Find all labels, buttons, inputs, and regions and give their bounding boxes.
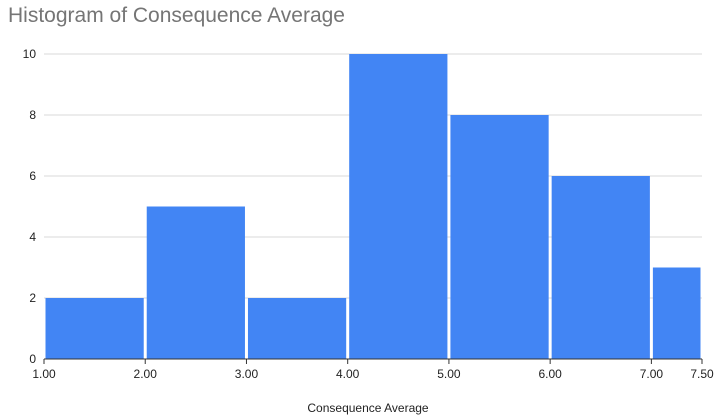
x-tick-label-4.00: 4.00 [336, 367, 360, 381]
axes [43, 358, 703, 364]
x-axis-title: Consequence Average [307, 401, 429, 415]
bars [45, 54, 701, 359]
y-tick-label-2: 2 [29, 291, 36, 305]
x-tick-label-7.00: 7.00 [640, 367, 664, 381]
y-tick-label-8: 8 [29, 108, 36, 122]
bar-7.00-7.50 [652, 267, 701, 359]
x-tick-label-1.00: 1.00 [32, 367, 56, 381]
bar-3.00-4.00 [247, 298, 347, 359]
bar-4.00-5.00 [349, 54, 448, 359]
y-tick-label-0: 0 [29, 352, 36, 366]
x-tick-label-2.00: 2.00 [134, 367, 158, 381]
bar-6.00-7.00 [551, 176, 650, 359]
x-tick-label-7.50: 7.50 [690, 367, 714, 381]
bar-1.00-2.00 [45, 298, 144, 359]
tick-labels: 0 2 4 6 8 10 1.00 2.00 3.00 4.00 5.00 6.00 7.00 7.50 [23, 47, 714, 381]
chart-title: Histogram of Consequence Average [8, 4, 345, 27]
x-tick-label-5.00: 5.00 [437, 367, 461, 381]
bar-2.00-3.00 [146, 206, 245, 359]
y-tick-label-10: 10 [23, 47, 37, 61]
y-tick-label-6: 6 [29, 169, 36, 183]
y-tick-label-4: 4 [29, 230, 36, 244]
x-tick-label-6.00: 6.00 [538, 367, 562, 381]
bar-5.00-6.00 [450, 115, 549, 359]
x-tick-label-3.00: 3.00 [235, 367, 259, 381]
